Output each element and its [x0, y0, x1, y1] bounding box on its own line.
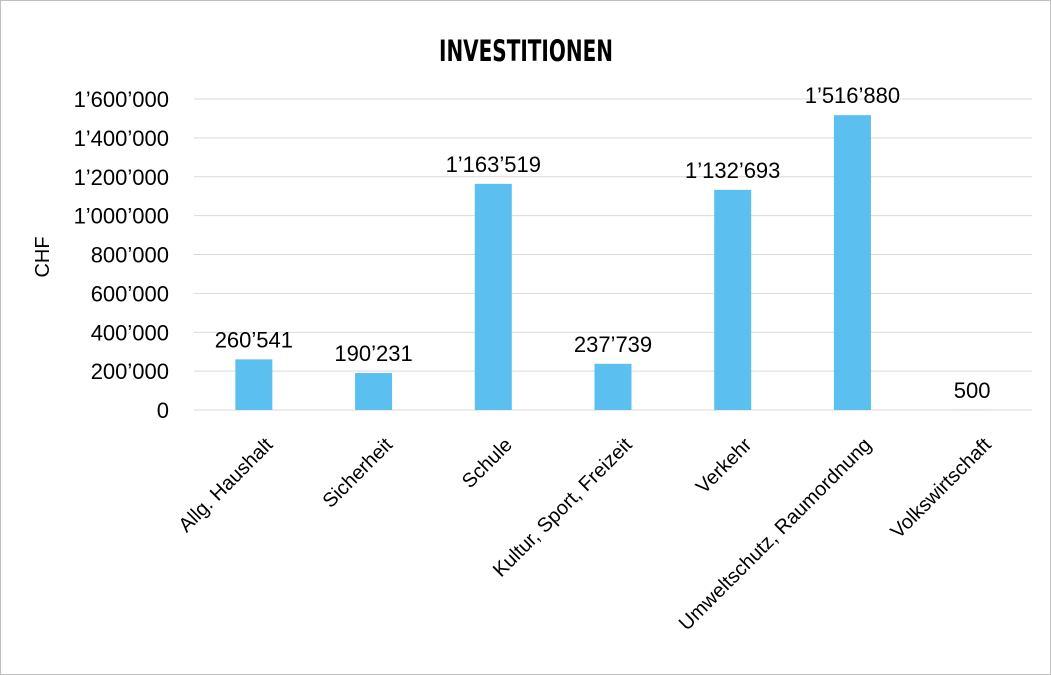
y-axis-label: CHF — [32, 236, 54, 277]
y-tick-label: 1’200’000 — [74, 165, 169, 190]
y-tick-label: 200’000 — [91, 359, 169, 384]
data-label: 500 — [954, 378, 991, 403]
data-label: 1’516’880 — [805, 83, 900, 108]
data-labels: 260’541 190’231 1’163’519 237’739 1’132’693 1… — [215, 83, 991, 403]
bar — [833, 115, 871, 411]
data-label: 1’132’693 — [685, 158, 780, 183]
data-label: 260’541 — [215, 327, 293, 352]
x-tick-label: Umweltschutz, Raumordnung — [675, 434, 876, 635]
data-label: 237’739 — [574, 332, 652, 357]
bars — [235, 115, 991, 411]
bar — [714, 189, 752, 410]
x-tick-label: Schule — [458, 434, 517, 493]
x-tick-label: Kultur, Sport, Freizeit — [489, 434, 637, 582]
y-tick-label: 1’000’000 — [74, 204, 169, 229]
bar — [235, 359, 273, 410]
y-tick-label: 0 — [157, 398, 169, 423]
y-tick-label: 1’600’000 — [74, 87, 169, 112]
y-tick-label: 400’000 — [91, 320, 169, 345]
bar — [474, 183, 512, 410]
bar — [355, 373, 393, 410]
x-tick-label: Sicherheit — [319, 434, 398, 513]
chart-title: INVESTITIONEN — [439, 34, 613, 68]
y-tick-label: 1’400’000 — [74, 126, 169, 151]
data-label: 1’163’519 — [446, 152, 541, 177]
gridlines — [194, 98, 1032, 411]
x-tick-label: Verkehr — [692, 434, 757, 499]
x-tick-label: Allg. Haushalt — [175, 434, 278, 537]
x-tick-label: Volkswirtschaft — [887, 434, 996, 543]
y-tick-label: 800’000 — [91, 243, 169, 268]
bar — [594, 363, 632, 410]
y-tick-labels: 0 200’000 400’000 600’000 800’000 1’000’000 1’… — [74, 87, 169, 423]
data-label: 190’231 — [334, 341, 412, 366]
y-tick-label: 600’000 — [91, 281, 169, 306]
